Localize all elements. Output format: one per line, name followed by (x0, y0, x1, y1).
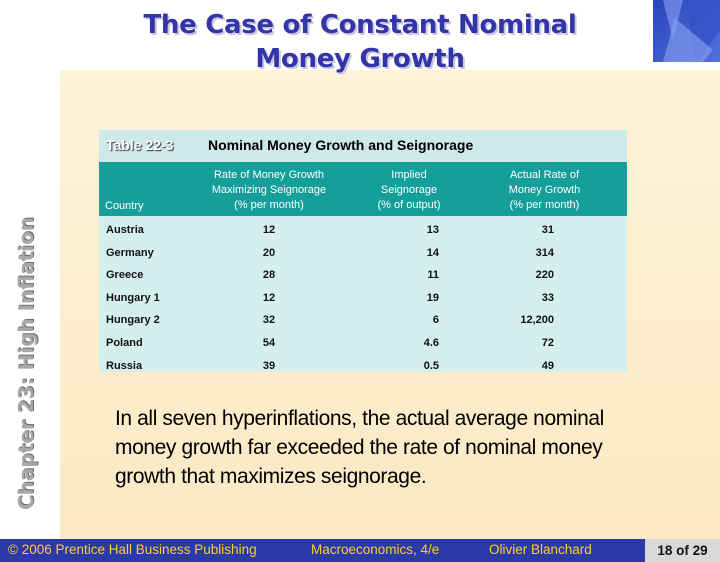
table-row: Austria 12 13 31 (99, 220, 627, 243)
table-title: Nominal Money Growth and Seignorage (208, 137, 474, 153)
cell-actual: 220 (535, 269, 554, 282)
table-number: Table 22-3 (106, 137, 174, 153)
header-country: Country (105, 200, 144, 212)
header-implied-line2: Seignorage (380, 184, 438, 196)
page-number: 18 of 29 (645, 539, 720, 562)
footer-copyright: © 2006 Prentice Hall Business Publishing (8, 542, 257, 557)
cell-country: Hungary 1 (106, 291, 160, 304)
cell-actual: 314 (535, 246, 554, 259)
cell-rate: 20 (262, 246, 276, 259)
cell-rate: 28 (262, 269, 276, 282)
cell-implied: 4.6 (423, 336, 439, 349)
data-table: Table 22-3 Nominal Money Growth and Seig… (99, 130, 627, 372)
cell-actual: 31 (541, 224, 554, 236)
corner-logo-graphic (663, 0, 720, 62)
cell-rate: 39 (262, 359, 276, 372)
slide-title: The Case of Constant Nominal Money Growt… (100, 8, 620, 76)
table-header: Country Rate of Money Growth Maximizing … (99, 162, 627, 216)
header-implied-line1: Implied (391, 169, 427, 181)
header-rate-line3: (% per month) (234, 199, 304, 211)
header-implied-line3: (% of output) (377, 199, 441, 211)
table-row: Germany 20 14 314 (99, 243, 627, 266)
table-body: Austria 12 13 31 Germany 20 14 314 Greec… (99, 220, 627, 378)
table-caption: Table 22-3 Nominal Money Growth and Seig… (99, 130, 627, 162)
table-row: Russia 39 0.5 49 (99, 356, 627, 379)
footer-book: Macroeconomics, 4/e (311, 542, 440, 557)
chapter-side-label: Chapter 23: High Inflation (14, 210, 44, 510)
header-rate-line1: Rate of Money Growth (213, 169, 325, 181)
cell-implied: 13 (426, 224, 439, 236)
header-rate-maximizing: Rate of Money Growth Maximizing Seignora… (189, 168, 349, 213)
header-actual-line3: (% per month) (509, 199, 580, 211)
header-rate-line2: Maximizing Seignorage (211, 184, 327, 196)
header-actual-line2: Money Growth (508, 184, 581, 196)
cell-actual: 49 (541, 359, 554, 372)
cell-country: Russia (106, 359, 143, 372)
cell-actual: 12,200 (520, 314, 554, 327)
cell-actual: 33 (541, 291, 554, 304)
header-implied-seignorage: Implied Seignorage (% of output) (354, 168, 464, 213)
table-row: Hungary 1 12 19 33 (99, 288, 627, 311)
corner-logo (653, 0, 720, 62)
chapter-label-text: Chapter 23: High Inflation (14, 217, 38, 510)
cell-implied: 19 (426, 291, 439, 304)
cell-implied: 6 (432, 314, 439, 327)
cell-rate: 12 (262, 291, 276, 304)
cell-rate: 54 (262, 336, 276, 349)
cell-rate: 32 (262, 314, 276, 327)
footer-bar: © 2006 Prentice Hall Business Publishing… (0, 539, 720, 562)
cell-country: Germany (106, 246, 154, 259)
slide-title-line2: Money Growth (255, 44, 465, 74)
cell-country: Greece (106, 269, 144, 282)
cell-country: Poland (106, 336, 143, 349)
header-actual-rate: Actual Rate of Money Growth (% per month… (477, 168, 612, 213)
slide-title-line1: The Case of Constant Nominal (143, 10, 577, 40)
body-text: In all seven hyperinflations, the actual… (115, 407, 604, 488)
footer-author: Olivier Blanchard (489, 542, 592, 557)
cell-country: Hungary 2 (106, 314, 160, 327)
cell-implied: 11 (427, 269, 439, 282)
cell-implied: 14 (426, 246, 439, 259)
table-row: Hungary 2 32 6 12,200 (99, 310, 627, 333)
table-row: Poland 54 4.6 72 (99, 333, 627, 356)
cell-country: Austria (106, 224, 144, 236)
table-row: Greece 28 11 220 (99, 265, 627, 288)
cell-rate: 12 (262, 224, 276, 236)
header-actual-line1: Actual Rate of (509, 169, 580, 181)
cell-actual: 72 (541, 336, 554, 349)
cell-implied: 0.5 (423, 359, 439, 372)
